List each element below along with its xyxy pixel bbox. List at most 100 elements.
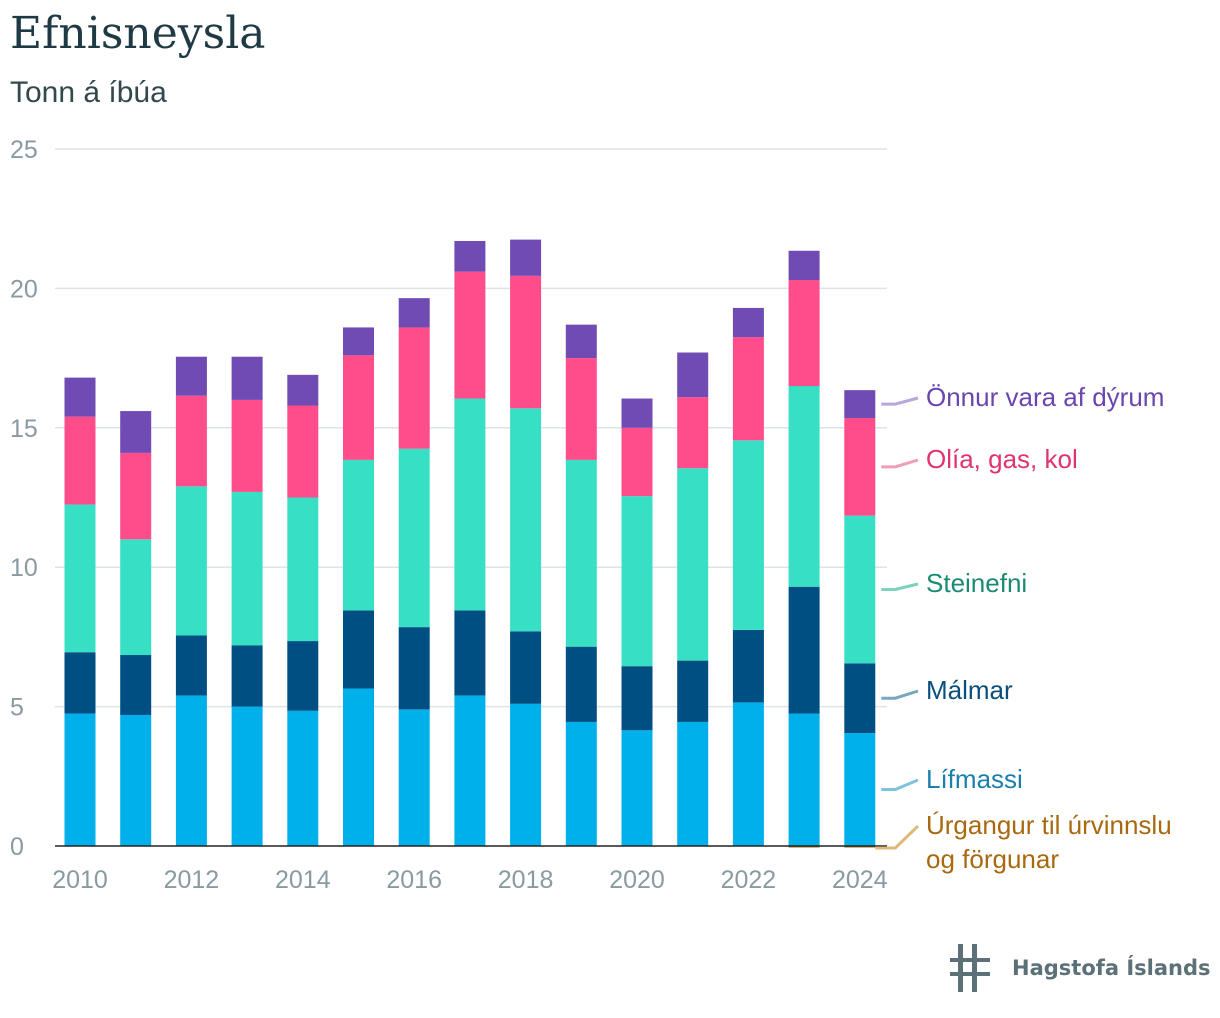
x-tick-label: 2018	[498, 866, 554, 894]
legend-label: Önnur vara af dýrum	[926, 382, 1164, 412]
bar-segment-steinefni-2017[interactable]	[454, 398, 486, 611]
bar-segment-málmar-2024[interactable]	[844, 663, 876, 734]
bar-segment-lífmassi-2013[interactable]	[231, 706, 263, 846]
bar-segment-önnur-vara-af-dýrum-2021[interactable]	[677, 352, 709, 398]
bar-segment-málmar-2018[interactable]	[510, 631, 542, 704]
bar-segment-málmar-2010[interactable]	[64, 652, 96, 714]
bar-segment-lífmassi-2014[interactable]	[287, 710, 319, 846]
y-tick-label: 5	[10, 694, 24, 722]
bar-segment-steinefni-2010[interactable]	[64, 504, 96, 653]
bar-segment-olía-gas-kol-2021[interactable]	[677, 397, 709, 469]
bar-segment-lífmassi-2022[interactable]	[732, 702, 764, 846]
bar-segment-önnur-vara-af-dýrum-2019[interactable]	[565, 324, 597, 359]
bar-segment-málmar-2019[interactable]	[565, 646, 597, 722]
bar-segment-steinefni-2011[interactable]	[120, 539, 152, 656]
bar-segment-olía-gas-kol-2015[interactable]	[343, 355, 374, 460]
bar-segment-olía-gas-kol-2014[interactable]	[287, 405, 319, 498]
bar-segment-steinefni-2014[interactable]	[287, 497, 319, 642]
bar-segment-olía-gas-kol-2023[interactable]	[788, 280, 820, 386]
bar-segment-olía-gas-kol-2013[interactable]	[231, 399, 263, 492]
bar-segment-olía-gas-kol-2018[interactable]	[510, 275, 542, 409]
bar-segment-steinefni-2013[interactable]	[231, 491, 263, 646]
bar-segment-önnur-vara-af-dýrum-2018[interactable]	[510, 239, 542, 276]
bar-segment-málmar-2011[interactable]	[120, 655, 152, 715]
x-tick-label: 2010	[52, 866, 108, 894]
bar-segment-málmar-2013[interactable]	[231, 645, 263, 707]
bar-segment-önnur-vara-af-dýrum-2023[interactable]	[788, 250, 820, 281]
bar-segment-önnur-vara-af-dýrum-2014[interactable]	[287, 374, 319, 406]
bar-segment-lífmassi-2010[interactable]	[64, 713, 96, 846]
bar-segment-steinefni-2012[interactable]	[175, 486, 207, 636]
y-tick-label: 25	[10, 136, 38, 164]
bar-segment-önnur-vara-af-dýrum-2024[interactable]	[844, 390, 876, 419]
bar-segment-olía-gas-kol-2024[interactable]	[844, 418, 876, 516]
chart-subtitle: Tonn á íbúa	[10, 76, 167, 109]
bar-segment-málmar-2012[interactable]	[175, 635, 207, 696]
bar-segment-olía-gas-kol-2022[interactable]	[732, 337, 764, 441]
bar-segment-steinefni-2020[interactable]	[621, 496, 653, 667]
legend-label: Úrgangur til úrvinnslu	[926, 810, 1172, 840]
hagstofa-logo[interactable]: Hagstofa Íslands	[950, 940, 1211, 996]
bar-segment-málmar-2017[interactable]	[454, 610, 486, 696]
legend-connector	[881, 689, 919, 700]
hagstofa-logo-icon	[950, 944, 990, 992]
bar-segment-lífmassi-2015[interactable]	[343, 688, 374, 846]
legend: Úrgangur til úrvinnslu og förgunar Lífmass…	[875, 382, 1172, 874]
x-tick-label: 2014	[275, 866, 331, 894]
bar-segment-olía-gas-kol-2016[interactable]	[398, 327, 430, 449]
bar-segment-steinefni-2016[interactable]	[398, 448, 430, 628]
bar-segment-málmar-2022[interactable]	[732, 629, 764, 703]
bar-segment-lífmassi-2017[interactable]	[454, 695, 486, 846]
bar-segment-steinefni-2018[interactable]	[510, 408, 542, 632]
bar-segment-önnur-vara-af-dýrum-2016[interactable]	[398, 298, 430, 328]
bar-segment-málmar-2023[interactable]	[788, 586, 820, 714]
y-tick-label: 15	[10, 415, 38, 443]
bar-segment-málmar-2016[interactable]	[398, 627, 430, 710]
y-tick-label: 20	[10, 275, 38, 303]
bar-segment-steinefni-2021[interactable]	[677, 468, 709, 661]
bar-segment-lífmassi-2021[interactable]	[677, 721, 709, 846]
bar-segment-önnur-vara-af-dýrum-2015[interactable]	[343, 327, 374, 356]
bar-segment-steinefni-2024[interactable]	[844, 515, 876, 664]
bar-segment-önnur-vara-af-dýrum-2010[interactable]	[64, 377, 96, 417]
bar-segment-lífmassi-2018[interactable]	[510, 703, 542, 846]
y-axis: 0 5 10 15 20 25	[10, 136, 38, 861]
bar-segment-önnur-vara-af-dýrum-2020[interactable]	[621, 398, 653, 428]
bar-segment-olía-gas-kol-2019[interactable]	[565, 358, 597, 460]
bar-segment-lífmassi-2016[interactable]	[398, 709, 430, 846]
bar-segment-steinefni-2019[interactable]	[565, 459, 597, 647]
bar-segment-lífmassi-2019[interactable]	[565, 721, 597, 846]
legend-label: Lífmassi	[926, 764, 1023, 794]
bar-segment-olía-gas-kol-2010[interactable]	[64, 416, 96, 505]
x-tick-label: 2024	[832, 866, 888, 894]
bar-segment-olía-gas-kol-2011[interactable]	[120, 452, 152, 540]
bar-segment-steinefni-2023[interactable]	[788, 385, 820, 587]
bar-segment-málmar-2015[interactable]	[343, 610, 374, 689]
legend-label: Steinefni	[926, 568, 1027, 598]
bar-segment-steinefni-2022[interactable]	[732, 440, 764, 630]
legend-label: og förgunar	[926, 844, 1059, 874]
bar-segment-málmar-2021[interactable]	[677, 660, 709, 722]
bar-segment-lífmassi-2012[interactable]	[175, 695, 207, 846]
bar-segment-steinefni-2015[interactable]	[343, 459, 374, 611]
y-tick-label: 0	[10, 833, 24, 861]
bar-segment-olía-gas-kol-2017[interactable]	[454, 271, 486, 399]
bar-segment-olía-gas-kol-2012[interactable]	[175, 395, 207, 487]
bar-segment-lífmassi-2024[interactable]	[844, 733, 876, 846]
bar-segment-lífmassi-2011[interactable]	[120, 714, 152, 846]
bar-segment-önnur-vara-af-dýrum-2013[interactable]	[231, 356, 263, 400]
bar-segment-önnur-vara-af-dýrum-2017[interactable]	[454, 241, 486, 272]
bar-segment-önnur-vara-af-dýrum-2022[interactable]	[732, 307, 764, 338]
bar-segment-málmar-2020[interactable]	[621, 666, 653, 731]
x-tick-label: 2016	[386, 866, 442, 894]
bar-segment-önnur-vara-af-dýrum-2012[interactable]	[175, 356, 207, 396]
bar-segment-lífmassi-2023[interactable]	[788, 713, 820, 846]
chart-title: Efnisneysla	[10, 8, 266, 59]
legend-connector	[881, 582, 919, 592]
bar-segment-olía-gas-kol-2020[interactable]	[621, 427, 653, 497]
legend-connector	[881, 396, 919, 406]
bar-segment-lífmassi-2020[interactable]	[621, 730, 653, 846]
bar-segment-önnur-vara-af-dýrum-2011[interactable]	[120, 411, 152, 453]
bar-segment-málmar-2014[interactable]	[287, 641, 319, 711]
